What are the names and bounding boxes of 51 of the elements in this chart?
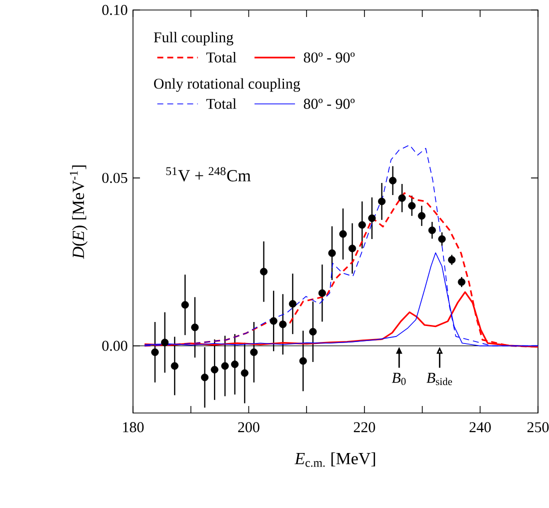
point bbox=[231, 360, 239, 368]
y-tick-label: 0.05 bbox=[102, 172, 128, 183]
point bbox=[328, 249, 336, 257]
point bbox=[221, 362, 229, 370]
point bbox=[448, 256, 456, 264]
point bbox=[288, 300, 296, 308]
legend-label: Total bbox=[206, 98, 236, 109]
point bbox=[181, 301, 189, 309]
point bbox=[210, 366, 218, 374]
x-axis-title: E$_{c.m.}$ [MeV] bbox=[294, 452, 376, 467]
point bbox=[378, 198, 386, 206]
point bbox=[191, 324, 199, 332]
x-tick-label: 240 bbox=[470, 422, 491, 432]
annotation: B$_{side}$ bbox=[426, 372, 452, 386]
point bbox=[240, 369, 248, 377]
point bbox=[438, 235, 446, 243]
point bbox=[418, 212, 426, 220]
point bbox=[270, 317, 278, 325]
point bbox=[408, 202, 416, 210]
x-tick-label: 220 bbox=[354, 422, 376, 432]
point bbox=[388, 176, 397, 184]
point bbox=[151, 348, 159, 356]
point bbox=[339, 230, 347, 238]
point bbox=[200, 374, 209, 382]
x-tick-label: 200 bbox=[238, 422, 260, 432]
point bbox=[309, 328, 317, 336]
point bbox=[299, 357, 307, 365]
x-tick-label: 250 bbox=[527, 422, 549, 432]
point bbox=[458, 278, 466, 286]
point bbox=[348, 244, 356, 252]
point bbox=[368, 214, 376, 222]
legend-label: Total bbox=[206, 52, 236, 63]
point bbox=[260, 268, 268, 276]
y-axis-title: D(E) [MeV$^{-1}$] bbox=[70, 165, 88, 259]
y-tick-label: 0.00 bbox=[102, 340, 128, 351]
legend-label: 80º - 90º bbox=[304, 52, 355, 63]
point bbox=[279, 320, 287, 328]
legend-label: 80º - 90º bbox=[304, 98, 355, 109]
annotation: Full coupling bbox=[154, 32, 234, 46]
annotation: B$_{0}$ bbox=[392, 372, 406, 385]
point bbox=[428, 226, 436, 234]
point bbox=[398, 194, 406, 202]
annotation: Only rotational coupling bbox=[154, 78, 300, 92]
point bbox=[358, 221, 366, 229]
point bbox=[318, 289, 326, 297]
point bbox=[170, 362, 178, 370]
annotation: $^{51}$V + $^{248}$Cm bbox=[166, 167, 251, 182]
y-tick-label: 0.10 bbox=[102, 4, 128, 16]
point bbox=[250, 348, 258, 356]
point bbox=[161, 338, 169, 346]
x-tick-label: 180 bbox=[123, 422, 144, 432]
